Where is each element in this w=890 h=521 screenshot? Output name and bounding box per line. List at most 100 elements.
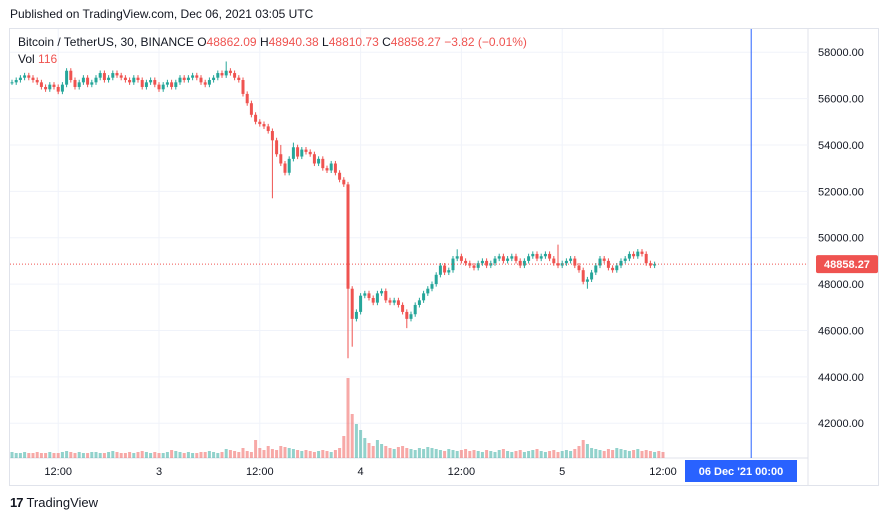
volume-bar (451, 450, 455, 458)
volume-value: 116 (38, 52, 58, 66)
price-tick-label: 46000.00 (818, 325, 864, 337)
volume-bar (459, 450, 463, 458)
volume-bar (102, 453, 106, 458)
volume-bar (123, 453, 127, 458)
volume-bar (119, 453, 123, 458)
volume-bar (405, 448, 409, 458)
candle-body (77, 82, 81, 87)
volume-bar (182, 453, 186, 458)
volume-bar (60, 452, 64, 458)
volume-bar (577, 446, 581, 458)
volume-bar (585, 444, 589, 458)
candle-body (590, 272, 594, 280)
candle-body (224, 70, 228, 76)
candle-body (354, 311, 358, 319)
volume-bar (514, 451, 518, 458)
candle-body (422, 293, 426, 301)
candle-body (464, 260, 468, 264)
volume-bar (94, 452, 98, 458)
grid (10, 29, 809, 486)
candles (10, 61, 657, 359)
candle-body (241, 80, 245, 94)
volume-bar (254, 440, 258, 458)
candle-body (632, 253, 636, 257)
candle-body (136, 77, 140, 81)
volume-bar (199, 452, 203, 458)
time-tick-label: 12:00 (649, 466, 677, 478)
candle-body (363, 293, 367, 296)
candle-body (18, 77, 22, 81)
volume-bar (623, 450, 627, 458)
volume-bar (619, 449, 623, 458)
candle-body (27, 75, 31, 78)
volume-bar (86, 453, 90, 458)
candle-body (619, 260, 623, 266)
candle-body (392, 300, 396, 303)
candle-body (245, 93, 249, 104)
candle-body (384, 291, 388, 301)
volume-bar (275, 450, 279, 458)
candle-body (443, 265, 447, 273)
volume-bar (128, 452, 132, 458)
time-tick-label: 12:00 (246, 466, 274, 478)
candle-body (430, 284, 434, 289)
volume-bar (237, 452, 241, 458)
volume-bar (165, 452, 169, 458)
candle-body (216, 73, 220, 78)
volume-bar (443, 451, 447, 458)
candle-body (275, 140, 279, 155)
candle-body (602, 258, 606, 261)
candle-body (405, 311, 409, 319)
volume-bar (279, 446, 283, 458)
candle-body (413, 304, 417, 315)
candle-body (396, 300, 400, 305)
volume-bar (552, 450, 556, 458)
candle-body (636, 251, 640, 257)
candle-body (640, 251, 644, 254)
candle-body (434, 274, 438, 285)
volume-bar (501, 449, 505, 458)
time-tick-label: 12:00 (44, 466, 72, 478)
volume-bar (615, 448, 619, 458)
volume-bar (468, 451, 472, 458)
candle-body (594, 265, 598, 273)
volume-bar (233, 451, 237, 458)
volume-bar (304, 450, 308, 458)
volume-bar (342, 436, 346, 458)
volume-label: Vol (18, 52, 35, 66)
volume-bar (321, 450, 325, 458)
low-value: 48810.73 (328, 35, 379, 49)
candle-body (455, 256, 459, 259)
candle-body (102, 73, 106, 81)
candle-body (510, 256, 514, 259)
candle-body (128, 80, 132, 83)
candle-body (157, 84, 161, 90)
volume-bar (594, 449, 598, 458)
candle-body (556, 263, 560, 266)
candle-body (39, 82, 43, 87)
volume-bar (413, 450, 417, 458)
volume-bar (333, 450, 337, 458)
volume-bar (317, 451, 321, 458)
candle-body (585, 279, 589, 282)
volume-bar (380, 444, 384, 458)
volume-bar (346, 378, 350, 458)
tradingview-logo-text: TradingView (26, 495, 99, 510)
candle-body (31, 77, 35, 81)
candle-body (447, 270, 451, 273)
price-axis: 58000.00 56000.00 54000.00 52000.00 50000.00… (818, 47, 864, 430)
tradingview-logo[interactable]: 17 TradingView (10, 495, 98, 510)
candle-body (90, 82, 94, 85)
candle-body (539, 256, 543, 259)
candle-body (329, 163, 333, 171)
volume-bar (636, 449, 640, 458)
volume-bar (44, 453, 48, 458)
volume-bar (65, 451, 69, 458)
candle-body (60, 84, 64, 92)
candle-body (653, 264, 657, 266)
volume-bar (241, 448, 245, 458)
volume-bar (224, 449, 228, 458)
candle-body (388, 300, 392, 303)
volume-bars (10, 378, 665, 458)
